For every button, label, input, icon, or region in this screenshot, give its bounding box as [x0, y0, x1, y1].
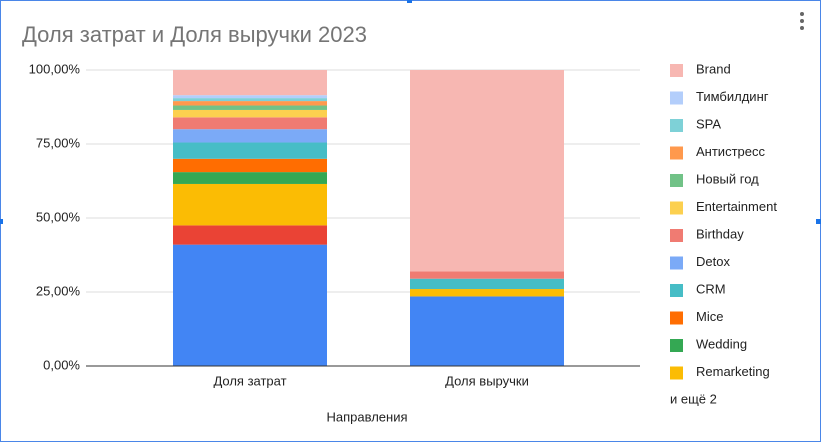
chart-title: Доля затрат и Доля выручки 2023 — [22, 22, 367, 47]
legend-label: Mice — [696, 309, 723, 324]
legend-label: Антистресс — [696, 144, 765, 159]
bar-segment — [410, 70, 564, 272]
legend-swatch — [670, 119, 683, 132]
bar-segment — [173, 129, 327, 143]
legend-swatch — [670, 64, 683, 77]
bar-segment — [173, 142, 327, 159]
y-tick-label: 50,00% — [36, 209, 81, 224]
legend-label: Birthday — [696, 226, 744, 241]
bar-segment — [173, 225, 327, 245]
legend-swatch — [670, 174, 683, 187]
resize-handle[interactable] — [816, 219, 821, 224]
bar-segment — [173, 117, 327, 130]
legend-swatch — [670, 366, 683, 380]
bar-segment — [173, 101, 327, 106]
y-tick-label: 25,00% — [36, 283, 81, 298]
legend-label: Тимбилдинг — [696, 89, 769, 104]
y-tick-label: 75,00% — [36, 135, 81, 150]
legend-swatch — [670, 284, 683, 297]
x-tick-label: Доля выручки — [445, 373, 529, 388]
legend-label: Entertainment — [696, 199, 777, 214]
bar-segment — [173, 70, 327, 96]
bar-segment — [410, 296, 564, 366]
bar-segment — [173, 95, 327, 99]
bar-segment — [173, 172, 327, 184]
legend-label: SPA — [696, 116, 721, 131]
legend-swatch — [670, 201, 683, 215]
legend-label: Detox — [696, 254, 730, 269]
legend-swatch — [670, 339, 683, 352]
resize-handle[interactable] — [407, 0, 412, 3]
y-tick-label: 100,00% — [29, 61, 81, 76]
menu-button[interactable] — [800, 12, 804, 30]
bar-segment — [173, 244, 327, 366]
x-axis-title: Направления — [326, 409, 407, 424]
bar-segment — [173, 105, 327, 110]
resize-handle[interactable] — [0, 219, 3, 224]
bar-segment — [173, 158, 327, 173]
y-tick-label: 0,00% — [43, 357, 80, 372]
legend-more[interactable]: и ещё 2 — [670, 391, 717, 406]
legend-swatch — [670, 311, 683, 325]
bar-segment — [173, 98, 327, 102]
legend-swatch — [670, 146, 683, 160]
legend-label: Wedding — [696, 336, 747, 351]
legend-label: Новый год — [696, 171, 759, 186]
bar-segment — [410, 278, 564, 290]
bar-segment — [173, 109, 327, 118]
legend-label: Brand — [696, 61, 731, 76]
legend-label: Remarketing — [696, 364, 770, 379]
x-tick-label: Доля затрат — [213, 373, 286, 388]
bar-segment — [410, 289, 564, 297]
legend-swatch — [670, 91, 683, 105]
legend-swatch — [670, 229, 683, 242]
bar-segment — [173, 183, 327, 226]
legend-swatch — [670, 256, 683, 270]
legend-label: CRM — [696, 281, 726, 296]
bar-segment — [410, 271, 564, 279]
